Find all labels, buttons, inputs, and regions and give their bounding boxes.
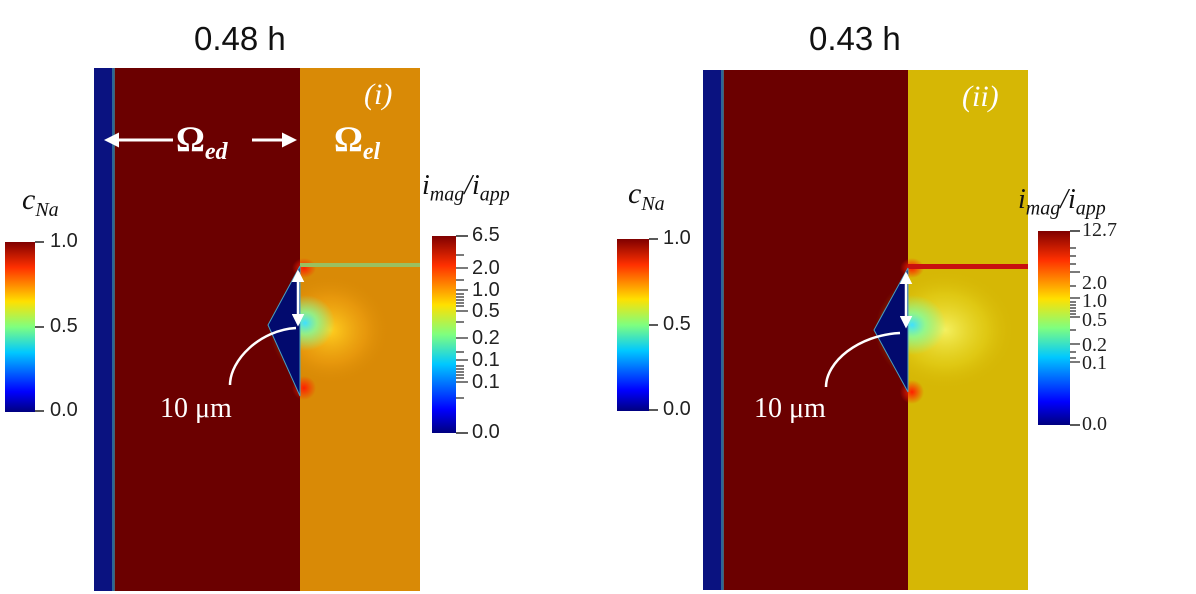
- panel-ii-current-collector: [703, 70, 723, 590]
- panel-ii-cna-tick-2: 0.5: [663, 313, 691, 335]
- panel-i-electrode-region: [94, 68, 300, 591]
- panel-ii-crack-line: [908, 264, 1028, 269]
- panel-ii-domain: [703, 70, 1028, 590]
- panel-ii-imag-tick-4: 0.5: [1082, 309, 1107, 331]
- panel-i-imag-tick-6: 0.1: [472, 349, 500, 371]
- panel-i-imag-tick-7: 0.1: [472, 371, 500, 393]
- panel-ii-cna-tick-1: 1.0: [663, 227, 691, 249]
- panel-i-imag-tick-1: 6.5: [472, 224, 500, 246]
- panel-ii-cna-colorbar: [617, 238, 658, 411]
- panel-i-cna-tick-3: 0.0: [50, 399, 78, 421]
- panel-i-cna-tick-2: 0.5: [50, 315, 78, 337]
- panel-i-scale-label: 10 μm: [160, 393, 232, 424]
- panel-i-omega-el-label: Ωel: [334, 119, 381, 166]
- panel-i-cna-colorbar: [5, 241, 44, 412]
- panel-i-current-collector: [94, 68, 114, 591]
- panel-i-imag-tick-5: 0.2: [472, 327, 500, 349]
- panel-i-time-label: 0.48 h: [194, 20, 286, 57]
- panel-ii-tag: (ii): [962, 80, 999, 113]
- panel-ii-leader-line: [824, 331, 901, 388]
- panel-i-imag-tick-2: 2.0: [472, 257, 500, 279]
- panel-i-cna-tick-1: 1.0: [50, 230, 78, 252]
- panel-i-omega-ed-label: Ωed: [176, 119, 228, 166]
- panel-i-imag-tick-8: 0.0: [472, 421, 500, 443]
- panel-ii-void: [873, 267, 909, 393]
- panel-i-imag-colorbar: [432, 235, 468, 434]
- panel-ii-imag-colorbar: [1038, 230, 1080, 426]
- panel-i-cna-label: cNa: [22, 183, 59, 221]
- panel-i-crack-line: [300, 263, 420, 267]
- panel-i-imag-tick-4: 0.5: [472, 300, 500, 322]
- panel-ii-cna-label: cNa: [628, 177, 665, 215]
- panel-ii-imag-label: imag/iapp: [1018, 184, 1106, 220]
- panel-ii-scale-label: 10 μm: [754, 393, 826, 424]
- panel-ii-time-label: 0.43 h: [809, 20, 901, 57]
- panel-ii-imag-tick-2: 2.0: [1082, 272, 1107, 294]
- panel-ii-imag-tick-7: 0.0: [1082, 413, 1107, 435]
- panel-ii-imag-tick-3: 1.0: [1082, 290, 1107, 312]
- panel-i-imag-label: imag/iapp: [422, 170, 510, 206]
- panel-i-domain: [94, 68, 420, 591]
- panel-i-leader-line: [228, 326, 297, 386]
- panel-ii-imag-tick-5: 0.2: [1082, 334, 1107, 356]
- panel-ii-imag-tick-6: 0.1: [1082, 352, 1107, 374]
- panel-i-imag-tick-3: 1.0: [472, 279, 500, 301]
- panel-ii-imag-tick-1: 12.7: [1082, 219, 1117, 241]
- panel-ii-cna-tick-3: 0.0: [663, 398, 691, 420]
- panel-i-tag: (i): [364, 78, 393, 111]
